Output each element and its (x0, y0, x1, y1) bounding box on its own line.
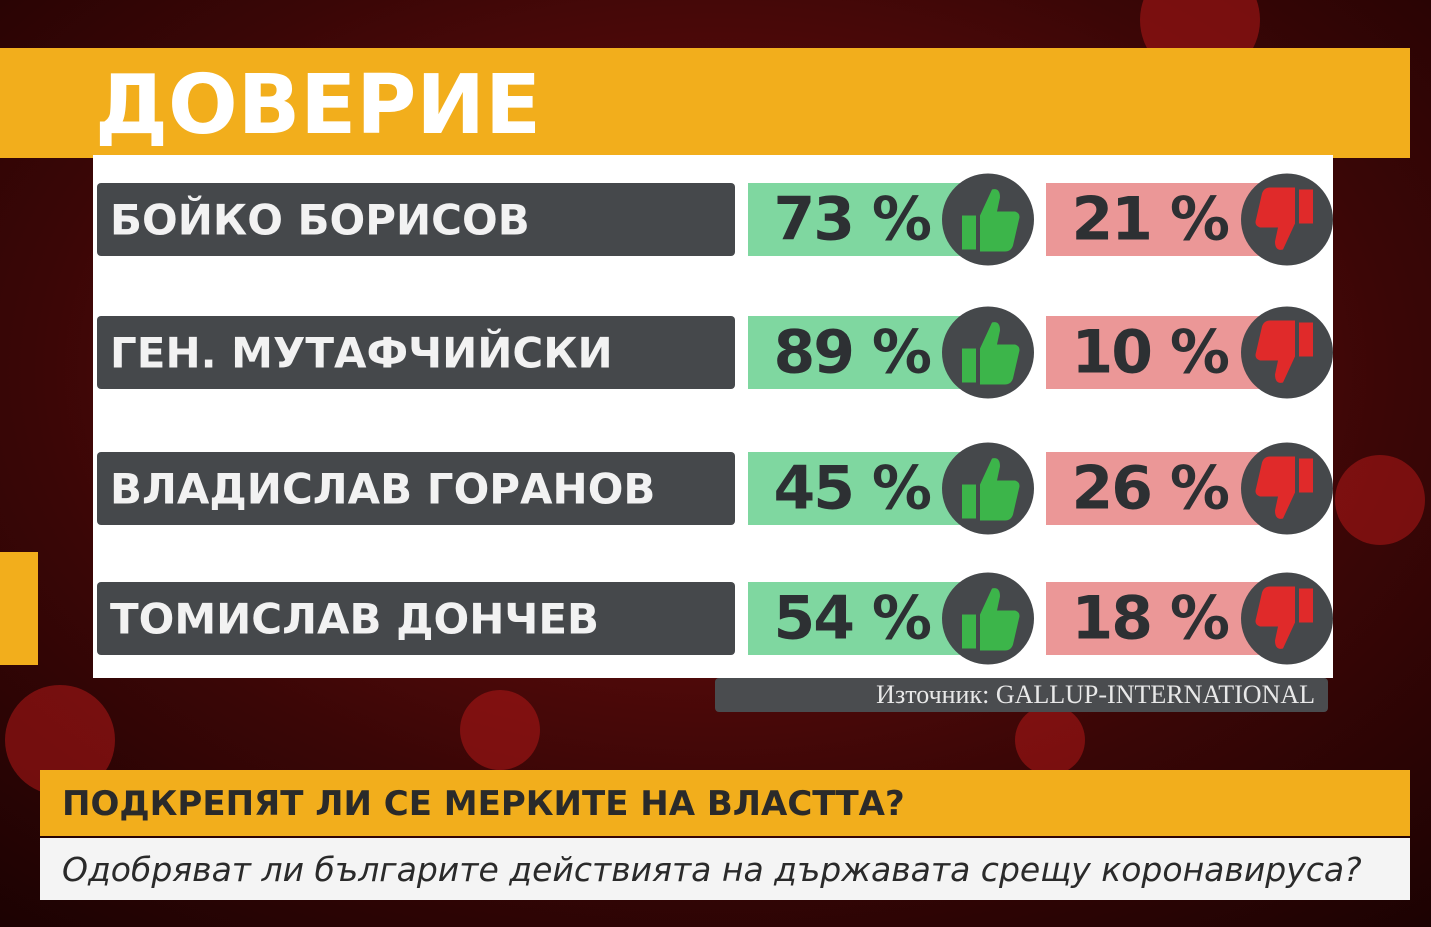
approve: 89 % (773, 318, 930, 388)
name: ГЕН. МУТАФЧИЙСКИ (110, 328, 613, 378)
name-box (97, 316, 735, 389)
disapprove: 21 % (1071, 185, 1228, 255)
title-bar (0, 48, 1410, 158)
name: ТОМИСЛАВ ДОНЧЕВ (110, 595, 599, 644)
name-box (97, 582, 735, 655)
thumb-up (962, 189, 1020, 252)
disapprove-box (1046, 582, 1276, 655)
approve: 54 % (773, 584, 930, 654)
name: ВЛАДИСЛАВ ГОРАНОВ (110, 465, 655, 514)
thumb-up (962, 458, 1020, 521)
disapprove: 26 % (1071, 454, 1228, 524)
name-box (97, 183, 735, 256)
title: ДОВЕРИЕ (95, 58, 541, 153)
thumb-up (962, 322, 1020, 385)
side-tab (0, 552, 38, 665)
disapprove-box (1046, 452, 1276, 525)
name: БОЙКО БОРИСОВ (110, 195, 530, 245)
thumb-down (1255, 456, 1313, 519)
subheadline-bar (40, 838, 1410, 900)
source: Източник: GALLUP-INTERNATIONAL (876, 680, 1315, 709)
subheadline: Одобряват ли българите действията на дър… (62, 850, 1362, 889)
approve-box (748, 316, 978, 389)
approve-box (748, 582, 978, 655)
disapprove-box (1046, 183, 1276, 256)
approve-box (748, 452, 978, 525)
thumb-down (1255, 320, 1313, 383)
thumb-down (1255, 586, 1313, 649)
thumb-up (962, 588, 1020, 651)
disapprove: 18 % (1071, 584, 1228, 654)
headline-bar (40, 770, 1410, 836)
approve-box (748, 183, 978, 256)
thumb-down (1255, 187, 1313, 250)
disapprove: 10 % (1071, 318, 1228, 388)
rows: БОЙКО БОРИСОВ 73 % 21 % ГЕН. МУТАФЧИЙСКИ 89 … (97, 173, 1333, 665)
source-box (715, 678, 1328, 712)
approve: 45 % (773, 454, 930, 524)
disapprove-box (1046, 316, 1276, 389)
approve: 73 % (773, 185, 930, 255)
name-box (97, 452, 735, 525)
headline: ПОДКРЕПЯТ ЛИ СЕ МЕРКИТЕ НА ВЛАСТТА? (62, 784, 905, 824)
